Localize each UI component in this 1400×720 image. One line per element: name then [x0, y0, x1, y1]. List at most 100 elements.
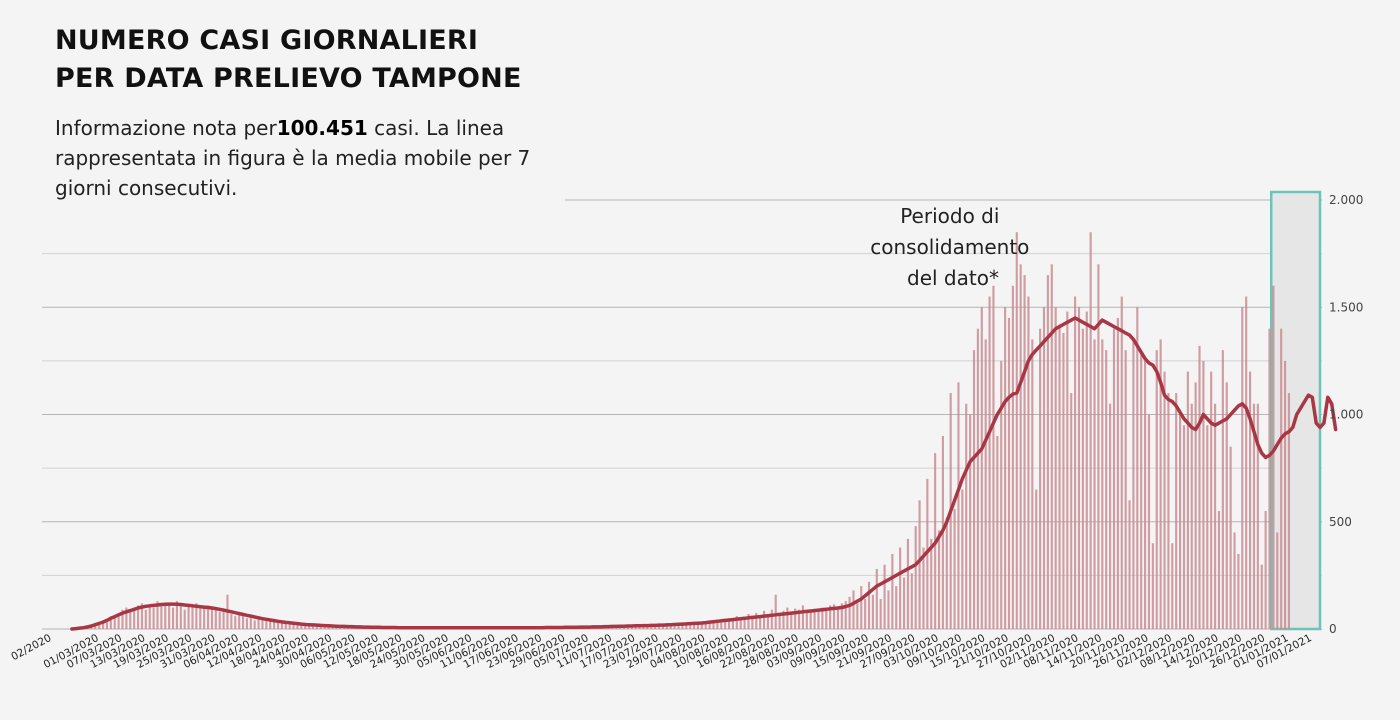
daily-case-bar	[821, 607, 824, 629]
daily-case-bar	[1186, 371, 1189, 629]
subtitle-prefix: Informazione nota per	[55, 116, 277, 140]
daily-case-bar	[222, 608, 225, 629]
daily-case-bar	[747, 613, 750, 629]
daily-case-bar	[689, 623, 692, 629]
daily-case-bar	[261, 618, 264, 629]
daily-case-bar	[140, 603, 144, 629]
daily-case-bar	[673, 624, 676, 629]
daily-case-bar	[657, 625, 661, 629]
daily-case-bar	[300, 624, 303, 629]
daily-case-bar	[669, 624, 672, 629]
daily-case-bar	[716, 621, 719, 629]
daily-case-bar	[311, 624, 315, 629]
daily-case-bar	[105, 622, 109, 629]
daily-case-bar	[972, 350, 976, 629]
daily-case-bar	[681, 624, 684, 629]
daily-case-bar	[179, 604, 182, 629]
daily-case-bar	[1147, 414, 1151, 629]
daily-case-bar	[980, 307, 983, 629]
daily-case-bar	[94, 625, 97, 629]
daily-case-bar	[961, 489, 964, 629]
daily-case-bar	[899, 547, 902, 629]
daily-case-bar	[1256, 403, 1259, 629]
daily-case-bar	[945, 517, 948, 629]
daily-case-bar	[238, 611, 241, 629]
daily-case-bar	[786, 607, 789, 629]
daily-case-bar	[891, 553, 894, 629]
daily-case-bar	[1089, 232, 1092, 630]
x-axis-ticks: 02/202001/03/202007/03/202013/03/202019/…	[9, 632, 1314, 671]
daily-case-bar	[1077, 307, 1081, 629]
daily-case-bar	[1190, 403, 1193, 629]
y-tick-label: 1.500	[1329, 300, 1363, 314]
daily-case-bar	[1015, 232, 1018, 630]
daily-case-bar	[1248, 371, 1252, 629]
chart-title-line1: NUMERO CASI GIORNALIERI	[55, 25, 479, 56]
daily-case-bar	[829, 605, 832, 629]
daily-case-bar	[156, 601, 159, 629]
daily-case-bar	[762, 610, 766, 629]
daily-case-bar	[1214, 403, 1217, 629]
daily-case-bar	[727, 619, 731, 629]
daily-case-bar	[245, 618, 248, 629]
daily-case-bar	[852, 590, 855, 629]
daily-case-bar	[269, 620, 272, 629]
daily-case-bar	[144, 609, 147, 629]
daily-case-bar	[265, 619, 268, 629]
daily-case-bar	[1155, 350, 1158, 629]
daily-case-bar	[1000, 360, 1003, 629]
daily-case-bar	[887, 590, 890, 629]
daily-case-bar	[1085, 311, 1088, 629]
daily-case-bar	[832, 604, 836, 629]
daily-case-bar	[1039, 328, 1042, 629]
daily-case-bar	[1081, 328, 1084, 629]
daily-case-bar	[1023, 275, 1026, 629]
daily-case-bar	[249, 615, 252, 629]
daily-case-bar	[1101, 339, 1104, 629]
daily-case-bar	[860, 586, 863, 629]
daily-case-bar	[148, 606, 151, 629]
daily-case-bar	[1198, 345, 1201, 629]
daily-case-bar	[735, 616, 738, 629]
daily-case-bar	[1233, 532, 1236, 629]
daily-case-bar	[720, 620, 723, 629]
daily-case-bar	[109, 616, 112, 629]
daily-case-bar	[230, 613, 233, 629]
daily-case-bar	[813, 608, 816, 629]
daily-case-bar	[969, 414, 972, 629]
daily-case-bar	[937, 530, 941, 629]
daily-case-bar	[1264, 511, 1267, 629]
daily-case-bar	[1066, 311, 1069, 629]
daily-case-bar	[1210, 371, 1213, 629]
daily-case-bar	[996, 435, 999, 629]
daily-case-bar	[121, 609, 124, 629]
daily-case-bar	[1054, 307, 1057, 629]
daily-case-bar	[1202, 360, 1205, 629]
y-tick-label: 2.000	[1329, 193, 1363, 207]
daily-case-bar	[805, 610, 808, 629]
daily-case-bar	[790, 611, 793, 629]
daily-case-bar	[930, 538, 933, 629]
daily-case-bar	[1272, 285, 1275, 629]
daily-case-bar	[1163, 371, 1166, 629]
daily-case-bar	[152, 607, 155, 629]
daily-case-bar	[743, 617, 746, 629]
daily-case-bar	[284, 622, 287, 629]
daily-case-bar	[957, 382, 960, 629]
daily-case-bar	[206, 605, 210, 629]
daily-case-bar	[183, 609, 186, 629]
daily-case-bar	[1140, 354, 1143, 629]
daily-case-bar	[191, 607, 194, 629]
daily-case-bar	[280, 622, 283, 629]
daily-case-bar	[1229, 446, 1232, 629]
y-tick-label: 0	[1329, 622, 1337, 636]
daily-case-bar	[1287, 393, 1291, 629]
daily-case-bar	[1182, 425, 1186, 629]
daily-case-bar	[770, 609, 773, 629]
daily-case-bar	[1035, 489, 1038, 629]
daily-case-bar	[988, 296, 991, 629]
daily-case-bar	[125, 607, 128, 629]
daily-case-bar	[739, 618, 742, 629]
daily-case-bar	[906, 538, 909, 629]
